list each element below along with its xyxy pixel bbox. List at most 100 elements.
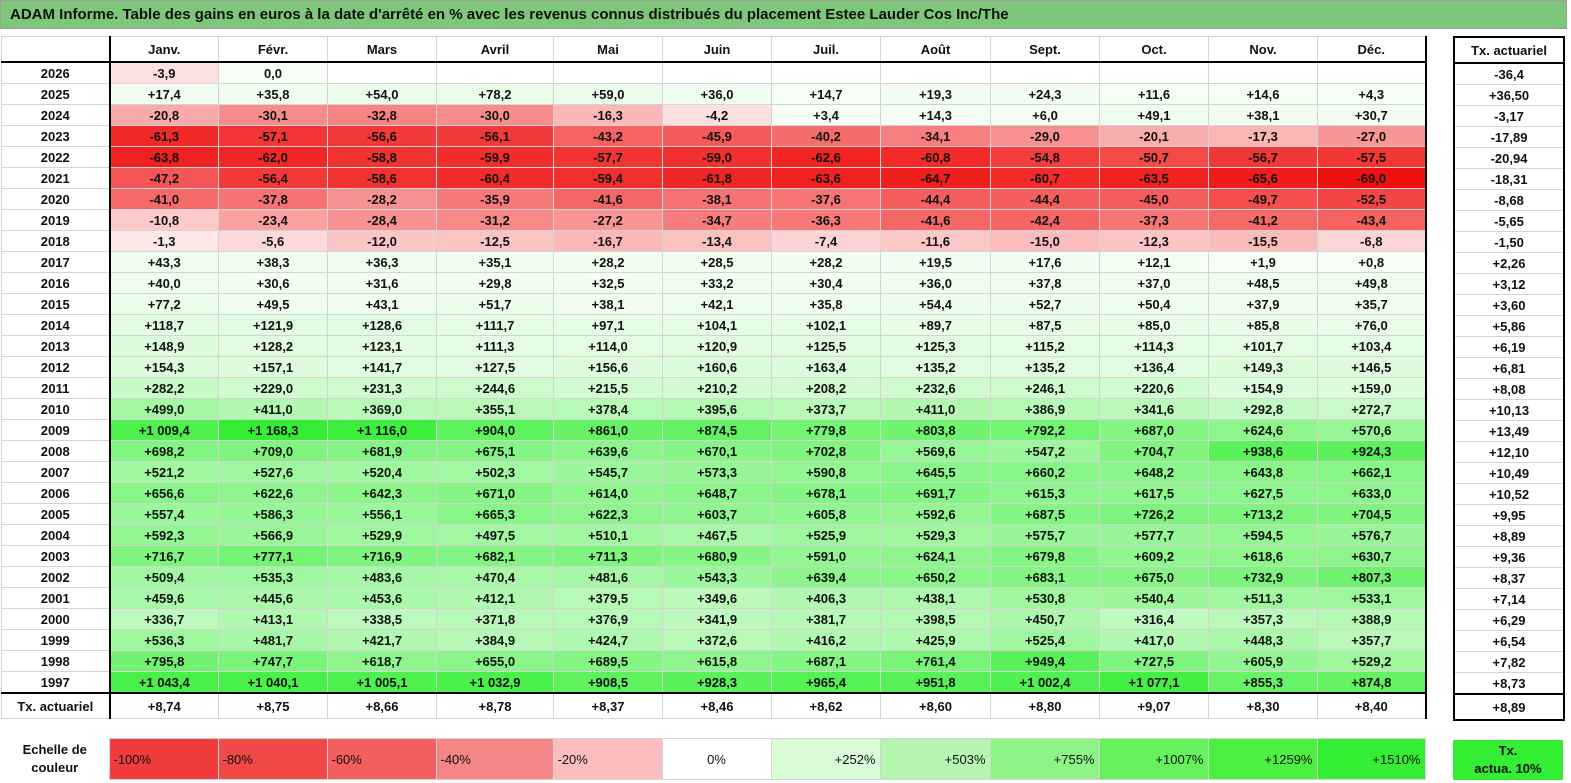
gain-cell: -60,8 xyxy=(880,146,991,168)
gain-cell: +586,3 xyxy=(218,503,328,525)
gain-cell: +246,1 xyxy=(990,377,1100,399)
gain-cell: +543,3 xyxy=(662,566,772,588)
gain-cell: +949,4 xyxy=(990,650,1100,672)
gain-cell xyxy=(880,61,991,84)
gain-cell: +1 043,4 xyxy=(109,671,219,694)
gain-cell: +54,4 xyxy=(880,293,991,315)
gain-cell: +388,9 xyxy=(1317,608,1427,630)
gain-cell: -28,2 xyxy=(327,188,437,210)
gain-cell: +448,3 xyxy=(1208,629,1318,651)
gain-cell: +643,8 xyxy=(1208,461,1318,483)
gain-cell: +417,0 xyxy=(1099,629,1209,651)
scale-swatch: -80% xyxy=(217,738,328,780)
gain-cell: -43,4 xyxy=(1317,209,1427,231)
tx-actuariel-cell: +7,14 xyxy=(1453,588,1565,610)
gain-cell: -34,1 xyxy=(880,125,991,147)
gain-cell: +614,0 xyxy=(553,482,663,504)
table-row: 2001 +459,6 +445,6 +453,6 +412,1 +379,5 +349,6… xyxy=(1,587,1427,609)
gain-cell: +36,0 xyxy=(662,83,772,105)
gain-cell: -56,7 xyxy=(1208,146,1318,168)
gain-cell: +682,1 xyxy=(436,545,554,567)
gain-cell: -16,3 xyxy=(553,104,663,126)
gain-cell: -3,9 xyxy=(109,61,219,84)
gain-cell: +85,0 xyxy=(1099,314,1209,336)
gain-cell: +136,4 xyxy=(1099,356,1209,378)
month-header: Avril xyxy=(436,36,554,63)
gain-cell: -35,9 xyxy=(436,188,554,210)
gain-cell: +481,6 xyxy=(553,566,663,588)
gain-cell: +529,3 xyxy=(880,524,991,546)
gain-cell: +904,0 xyxy=(436,419,554,441)
year-label: 2013 xyxy=(1,335,111,357)
gain-cell: -58,8 xyxy=(327,146,437,168)
year-label: 2010 xyxy=(1,398,111,420)
table-row: 1999 +536,3 +481,7 +421,7 +384,9 +424,7 +372,6… xyxy=(1,629,1427,651)
year-label: 2017 xyxy=(1,251,111,273)
table-row: 2025 +17,4 +35,8 +54,0 +78,2 +59,0 +36,0 +14,7 +… xyxy=(1,83,1427,105)
gain-cell: +50,4 xyxy=(1099,293,1209,315)
gain-cell: +376,9 xyxy=(553,608,663,630)
gain-cell: +655,0 xyxy=(436,650,554,672)
scale-label: Echelle de couleur xyxy=(1,739,109,780)
gain-cell: -40,2 xyxy=(771,125,881,147)
gain-cell: +642,3 xyxy=(327,482,437,504)
gain-cell: +483,6 xyxy=(327,566,437,588)
gain-cell: -64,7 xyxy=(880,167,991,189)
gain-cell: +609,2 xyxy=(1099,545,1209,567)
tx-actuariel-cell: -8,68 xyxy=(1453,189,1565,211)
scale-swatch: +1510% xyxy=(1316,738,1426,780)
gain-cell: +1 009,4 xyxy=(109,419,219,441)
gain-cell: +650,2 xyxy=(880,566,991,588)
tx-actuariel-cell: +9,95 xyxy=(1453,504,1565,526)
year-label: 2016 xyxy=(1,272,111,294)
gain-cell: +777,1 xyxy=(218,545,328,567)
gain-cell xyxy=(1208,61,1318,84)
gain-cell: +630,7 xyxy=(1317,545,1427,567)
gain-cell: +807,3 xyxy=(1317,566,1427,588)
gain-cell: +450,7 xyxy=(990,608,1100,630)
gain-cell: +803,8 xyxy=(880,419,991,441)
gain-cell: +709,0 xyxy=(218,440,328,462)
gain-cell: +54,0 xyxy=(327,83,437,105)
gain-cell: +114,3 xyxy=(1099,335,1209,357)
gain-cell: +111,7 xyxy=(436,314,554,336)
gain-cell: -65,6 xyxy=(1208,167,1318,189)
gain-cell: +77,2 xyxy=(109,293,219,315)
scale-swatch: -100% xyxy=(108,738,219,780)
gain-cell: +675,0 xyxy=(1099,566,1209,588)
footer-tx-cell: +8,62 xyxy=(771,692,881,719)
gain-cell: +369,0 xyxy=(327,398,437,420)
table-row: 2018 -1,3 -5,6 -12,0 -12,5 -16,7 -13,4 -7,4 -11,… xyxy=(1,230,1427,252)
year-label: 2011 xyxy=(1,377,111,399)
gain-cell: +97,1 xyxy=(553,314,663,336)
gain-cell: -44,4 xyxy=(880,188,991,210)
gain-cell: +965,4 xyxy=(771,671,881,694)
gain-cell: +156,6 xyxy=(553,356,663,378)
gain-cell: +12,1 xyxy=(1099,251,1209,273)
gain-cell: +3,4 xyxy=(771,104,881,126)
gain-cell: +154,9 xyxy=(1208,377,1318,399)
gain-cell: +154,3 xyxy=(109,356,219,378)
tx-actuariel-cell: +10,13 xyxy=(1453,399,1565,421)
gain-cell: +1 077,1 xyxy=(1099,671,1209,694)
gain-cell: -59,4 xyxy=(553,167,663,189)
gain-cell: -27,2 xyxy=(553,209,663,231)
year-label: 2026 xyxy=(1,61,111,84)
gain-cell: -23,4 xyxy=(218,209,328,231)
gain-cell: -15,0 xyxy=(990,230,1100,252)
gain-cell: +622,6 xyxy=(218,482,328,504)
table-row: 2014 +118,7 +121,9 +128,6 +111,7 +97,1 +104,1 +… xyxy=(1,314,1427,336)
gain-cell: +28,2 xyxy=(771,251,881,273)
gain-cell: +135,2 xyxy=(990,356,1100,378)
gain-cell: +355,1 xyxy=(436,398,554,420)
gain-cell: +951,8 xyxy=(880,671,991,694)
gain-cell: +42,1 xyxy=(662,293,772,315)
gain-cell: +103,4 xyxy=(1317,335,1427,357)
gain-cell: -60,4 xyxy=(436,167,554,189)
gain-cell: +459,6 xyxy=(109,587,219,609)
gain-cell xyxy=(327,61,437,84)
gain-cell: +529,2 xyxy=(1317,650,1427,672)
gain-cell: -50,7 xyxy=(1099,146,1209,168)
footer-tx-cell: +8,37 xyxy=(553,692,663,719)
gain-cell: +467,5 xyxy=(662,524,772,546)
